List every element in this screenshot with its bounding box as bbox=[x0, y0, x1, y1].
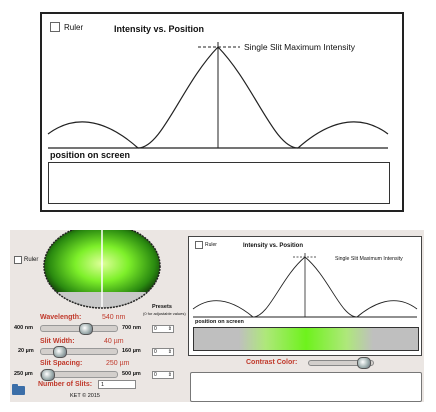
ruler-toggle[interactable]: Ruler bbox=[50, 22, 83, 32]
contrast-color-slider[interactable] bbox=[308, 357, 374, 369]
stepper-arrows-icon[interactable]: ⇕ bbox=[167, 326, 172, 332]
sim-ruler-checkbox[interactable] bbox=[14, 256, 22, 264]
num-slits-input[interactable]: 1 bbox=[98, 380, 136, 389]
slit-spacing-max: 500 µm bbox=[122, 371, 141, 377]
sim-central-lobe bbox=[252, 256, 358, 318]
presets-subtitle: (0 for adjustable values) bbox=[143, 311, 186, 316]
slit-spacing-min: 250 µm bbox=[14, 371, 33, 377]
slit-spacing-label: Slit Spacing: bbox=[40, 360, 83, 367]
sim-intensity-graph bbox=[192, 253, 418, 318]
sim-graph-title: Intensity vs. Position bbox=[243, 243, 304, 249]
sim-ruler-toggle[interactable]: Ruler bbox=[14, 256, 38, 264]
graph-title: Intensity vs. Position bbox=[114, 24, 205, 34]
slit-width-value: 40 µm bbox=[104, 338, 124, 345]
central-lobe bbox=[137, 46, 299, 149]
slit-width-max: 160 µm bbox=[122, 348, 141, 354]
stepper-arrows-icon[interactable]: ⇕ bbox=[167, 372, 172, 378]
slit-spacing-slider[interactable] bbox=[40, 369, 118, 381]
slit-width-preset-stepper[interactable]: 0 ⇕ bbox=[152, 348, 174, 356]
contrast-color-label: Contrast Color: bbox=[246, 359, 298, 366]
sim-left-lobe bbox=[192, 300, 254, 318]
intensity-curve-graph bbox=[47, 42, 389, 149]
sim-right-lobe bbox=[356, 300, 418, 318]
sim-graph-panel: Ruler Intensity vs. Position Single Slit… bbox=[188, 236, 422, 356]
slit-width-slider-thumb[interactable] bbox=[53, 346, 67, 358]
slit-width-label: Slit Width: bbox=[40, 338, 75, 345]
ruler-checkbox[interactable] bbox=[50, 22, 60, 32]
slit-view-lens bbox=[43, 230, 161, 309]
left-side-lobe bbox=[47, 121, 139, 149]
contrast-slider-thumb[interactable] bbox=[357, 357, 371, 369]
screen-pattern-box bbox=[48, 162, 390, 204]
sim-position-label: position on screen bbox=[195, 319, 244, 325]
sim-graph-ruler-toggle[interactable]: Ruler bbox=[195, 241, 217, 249]
slit-width-slider[interactable] bbox=[40, 346, 118, 358]
folder-icon[interactable] bbox=[12, 384, 25, 395]
copyright: KET © 2015 bbox=[70, 393, 100, 399]
ruler-label: Ruler bbox=[64, 22, 84, 32]
slit-spacing-slider-thumb[interactable] bbox=[41, 369, 55, 381]
num-slits-label: Number of Slits: bbox=[38, 381, 93, 388]
stepper-arrows-icon[interactable]: ⇕ bbox=[167, 349, 172, 355]
wavelength-preset-stepper[interactable]: 0 ⇕ bbox=[152, 325, 174, 333]
wavelength-value: 540 nm bbox=[102, 314, 126, 321]
sim-graph-ruler-checkbox[interactable] bbox=[195, 241, 203, 249]
slit-spacing-value: 250 µm bbox=[106, 360, 130, 367]
slit-spacing-preset-stepper[interactable]: 0 ⇕ bbox=[152, 371, 174, 379]
wavelength-label: Wavelength: bbox=[40, 314, 82, 321]
wavelength-slider-thumb[interactable] bbox=[79, 323, 93, 335]
wavelength-slider[interactable] bbox=[40, 323, 118, 335]
sim-ruler-label: Ruler bbox=[24, 257, 39, 263]
wavelength-max: 700 nm bbox=[122, 325, 141, 331]
wavelength-min: 400 nm bbox=[14, 325, 33, 331]
right-side-lobe bbox=[297, 121, 389, 149]
sim-graph-ruler-label: Ruler bbox=[205, 242, 217, 248]
sim-graph-annotation: Single Slit Maximum Intensity bbox=[335, 256, 403, 262]
simulation-window: Ruler Wavelength: 540 nm 400 nm bbox=[10, 230, 424, 402]
presets-title: Presets bbox=[152, 304, 172, 310]
sim-screen-pattern bbox=[193, 327, 419, 351]
control-panel: Ruler Wavelength: 540 nm 400 nm bbox=[10, 230, 186, 402]
enlarged-graph-panel: Ruler Intensity vs. Position Single Slit… bbox=[40, 12, 404, 212]
max-intensity-annotation: Single Slit Maximum Intensity bbox=[244, 42, 356, 52]
position-label: position on screen bbox=[50, 150, 131, 160]
slit-width-min: 20 µm bbox=[18, 348, 34, 354]
sim-output-box bbox=[190, 372, 422, 402]
